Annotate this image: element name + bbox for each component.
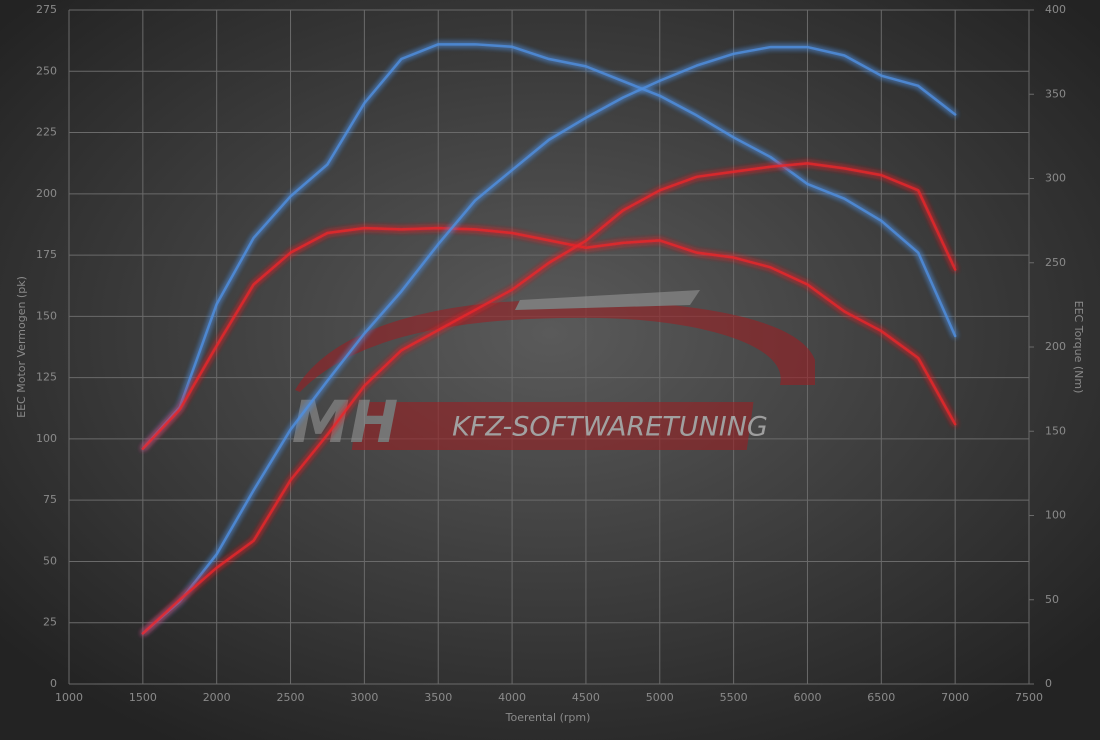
y-tick-label: 75 xyxy=(43,493,57,506)
y2-tick-label: 300 xyxy=(1045,172,1066,185)
y-tick-label: 50 xyxy=(43,554,57,567)
y2-tick-label: 350 xyxy=(1045,87,1066,100)
logo-text: KFZ-SOFTWARETUNING xyxy=(452,412,768,443)
y-tick-label: 200 xyxy=(36,187,57,200)
data-line xyxy=(141,226,957,450)
x-tick-label: 4000 xyxy=(498,691,526,704)
logo-initials: MH xyxy=(292,388,398,456)
y-tick-label: 100 xyxy=(36,432,57,445)
x-tick-label: 5000 xyxy=(646,691,674,704)
x-tick-label: 2500 xyxy=(277,691,305,704)
data-line xyxy=(141,162,957,635)
x-tick-label: 6000 xyxy=(793,691,821,704)
y2-tick-label: 250 xyxy=(1045,256,1066,269)
x-tick-label: 3000 xyxy=(350,691,378,704)
logo-swoosh xyxy=(515,290,700,310)
x-tick-label: 4500 xyxy=(572,691,600,704)
y2-axis-title: EEC Torque (Nm) xyxy=(1072,301,1085,394)
x-tick-label: 6500 xyxy=(867,691,895,704)
logo-banner xyxy=(351,402,754,450)
y2-tick-label: 150 xyxy=(1045,424,1066,437)
x-tick-label: 5500 xyxy=(720,691,748,704)
data-line xyxy=(141,45,957,635)
x-tick-label: 2000 xyxy=(203,691,231,704)
y2-tick-label: 0 xyxy=(1045,677,1052,690)
data-line xyxy=(141,43,957,450)
y2-tick-label: 200 xyxy=(1045,340,1066,353)
x-tick-label: 3500 xyxy=(424,691,452,704)
x-axis-title: Toerental (rpm) xyxy=(505,711,591,724)
y-axis-title: EEC Motor Vermogen (pk) xyxy=(15,276,28,418)
x-tick-label: 7500 xyxy=(1015,691,1043,704)
y-tick-label: 250 xyxy=(36,64,57,77)
x-tick-label: 1500 xyxy=(129,691,157,704)
y-tick-label: 150 xyxy=(36,309,57,322)
y-tick-label: 275 xyxy=(36,3,57,16)
y-tick-label: 125 xyxy=(36,371,57,384)
y-tick-label: 25 xyxy=(43,616,57,629)
y-tick-label: 0 xyxy=(50,677,57,690)
y-tick-label: 225 xyxy=(36,126,57,139)
watermark-logo: MH KFZ-SOFTWARETUNING xyxy=(292,290,815,456)
y2-tick-label: 100 xyxy=(1045,509,1066,522)
y2-tick-label: 400 xyxy=(1045,3,1066,16)
x-tick-label: 1000 xyxy=(55,691,83,704)
y-tick-label: 175 xyxy=(36,248,57,261)
y2-tick-label: 50 xyxy=(1045,593,1059,606)
logo-swoosh xyxy=(295,300,815,392)
x-tick-label: 7000 xyxy=(941,691,969,704)
